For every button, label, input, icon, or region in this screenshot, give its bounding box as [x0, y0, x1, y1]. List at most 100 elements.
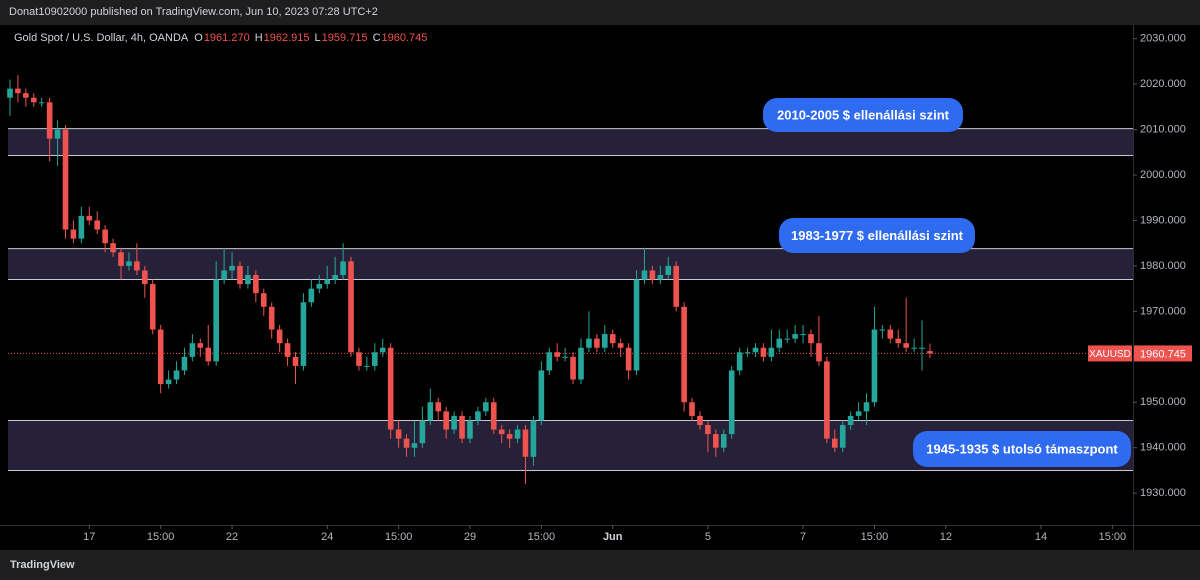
candle-body: [7, 88, 13, 98]
candle-body: [419, 420, 426, 444]
candle-body: [38, 102, 45, 104]
chart-title: Gold Spot / U.S. Dollar, 4h, OANDA: [14, 32, 189, 44]
candle-body: [435, 402, 442, 412]
candle-body: [348, 261, 354, 353]
candle-body: [134, 261, 140, 271]
candle-body: [522, 429, 529, 457]
candle-body: [498, 429, 505, 435]
candle-body: [379, 347, 386, 353]
candle-body: [443, 411, 449, 430]
candle-body: [54, 129, 61, 139]
y-tick-label: 2030.000: [1140, 33, 1186, 45]
candle-body: [506, 434, 513, 439]
candle-body: [720, 434, 727, 448]
candle-body: [736, 352, 743, 371]
candle-body: [268, 306, 275, 330]
candle-body: [118, 252, 124, 266]
candle-body: [744, 352, 751, 354]
candle-body: [324, 279, 331, 285]
candle-body: [871, 329, 878, 403]
candle-body: [697, 415, 703, 425]
candle-body: [126, 261, 132, 266]
candle-body: [340, 261, 346, 275]
candle-body: [356, 352, 362, 366]
candle-body: [792, 334, 798, 339]
candle-body: [847, 415, 854, 425]
candle-body: [237, 265, 243, 285]
candle-body: [149, 284, 156, 330]
candle-body: [46, 102, 53, 139]
candle-body: [911, 347, 917, 349]
candle-body: [292, 356, 299, 366]
y-tick-label: 1950.000: [1140, 396, 1186, 408]
candle-body: [625, 347, 632, 371]
chart-background: [0, 25, 1200, 550]
candle-body: [229, 265, 235, 271]
candle-body: [594, 338, 600, 348]
candle-body: [927, 351, 933, 354]
symbol-tag: [1088, 345, 1132, 362]
candle-body: [70, 229, 77, 239]
candle-body: [649, 270, 656, 280]
y-tick-label: 2000.000: [1140, 169, 1186, 181]
y-tick-label: 2020.000: [1140, 78, 1186, 90]
legend: Gold Spot / U.S. Dollar, 4h, OANDA O 1961.…: [14, 32, 427, 44]
candle-body: [863, 402, 870, 412]
candle-body: [157, 329, 164, 385]
candle-body: [173, 370, 180, 380]
candle-body: [260, 293, 267, 307]
candle-body: [887, 329, 894, 339]
x-tick-label: 22: [226, 531, 238, 543]
candle-body: [332, 275, 338, 280]
candle-body: [62, 129, 69, 230]
candle-body: [490, 402, 497, 430]
candle-body: [800, 334, 806, 336]
zone: [8, 128, 1133, 156]
candle-body: [221, 270, 227, 280]
candle-body: [284, 343, 291, 357]
candle-body: [609, 334, 616, 344]
candle-body: [181, 356, 188, 371]
candle-body: [895, 338, 902, 344]
x-tick-label: 14: [1035, 531, 1047, 543]
publish-info: Donat10902000 published on TradingView.c…: [9, 6, 378, 18]
candle-body: [94, 220, 101, 230]
ohlc-value: 1962.915: [264, 32, 310, 44]
candle-body: [673, 265, 679, 307]
candle-body: [245, 275, 251, 285]
candle-body: [205, 347, 212, 362]
candle-body: [903, 343, 909, 348]
candle-body: [427, 402, 434, 421]
candle-body: [546, 352, 553, 371]
annotation-box: [913, 431, 1131, 467]
x-tick-label: 17: [83, 531, 95, 543]
zone: [8, 248, 1133, 280]
candle-body: [387, 347, 394, 430]
candle-body: [197, 343, 204, 348]
candle-body: [316, 284, 323, 289]
candle-body: [213, 279, 219, 362]
candle-body: [483, 402, 489, 412]
x-tick-label: 7: [800, 531, 806, 543]
candle-body: [165, 379, 172, 385]
x-tick-label: 24: [321, 531, 333, 543]
candle-body: [142, 270, 148, 285]
candle-body: [554, 352, 561, 357]
candle-body: [839, 425, 846, 448]
candle-body: [586, 338, 592, 348]
ohlc-value: 1959.715: [322, 32, 368, 44]
y-tick-label: 2010.000: [1140, 123, 1186, 135]
y-tick-label: 1970.000: [1140, 305, 1186, 317]
candle-body: [15, 88, 21, 94]
top-bar: Donat10902000 published on TradingView.c…: [0, 0, 1200, 25]
candle-body: [816, 343, 822, 362]
bottom-bar: TradingView: [0, 550, 1200, 580]
candle-body: [752, 347, 759, 353]
candle-body: [364, 365, 370, 367]
x-tick-label: 5: [705, 531, 711, 543]
candle-body: [808, 334, 814, 344]
annotation-box: [779, 218, 975, 253]
candle-body: [23, 93, 29, 98]
ohlc-key: H: [255, 32, 263, 44]
candle-body: [451, 415, 457, 430]
